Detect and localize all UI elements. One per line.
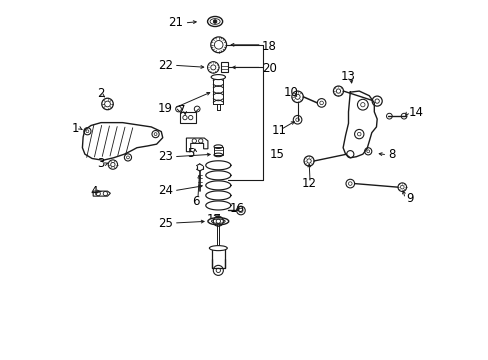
- Text: 22: 22: [158, 59, 172, 72]
- Text: 11: 11: [271, 124, 286, 137]
- Text: 12: 12: [301, 177, 316, 190]
- Bar: [180, 112, 195, 123]
- Text: 16: 16: [229, 202, 244, 215]
- Text: 20: 20: [261, 62, 276, 75]
- Text: 14: 14: [408, 106, 423, 119]
- Text: 9: 9: [405, 192, 412, 205]
- Ellipse shape: [207, 17, 222, 27]
- Bar: [211, 248, 224, 268]
- Text: 18: 18: [261, 40, 276, 53]
- Text: 7: 7: [178, 104, 185, 117]
- Text: 6: 6: [192, 195, 200, 208]
- Bar: [221, 62, 227, 72]
- Text: 4: 4: [90, 185, 97, 198]
- Text: 5: 5: [186, 147, 194, 159]
- Text: 25: 25: [158, 216, 172, 230]
- Ellipse shape: [211, 75, 225, 80]
- Circle shape: [213, 20, 217, 23]
- Bar: [214, 147, 222, 155]
- Ellipse shape: [207, 218, 228, 225]
- Text: 15: 15: [269, 148, 284, 161]
- Text: 17: 17: [206, 213, 221, 226]
- Text: 10: 10: [283, 86, 298, 99]
- Text: 21: 21: [168, 17, 183, 30]
- Text: 24: 24: [158, 184, 172, 197]
- Text: 8: 8: [387, 148, 394, 161]
- Text: 3: 3: [97, 157, 104, 170]
- Text: 23: 23: [158, 150, 172, 163]
- Ellipse shape: [209, 246, 227, 251]
- Text: 1: 1: [71, 122, 79, 135]
- Text: 19: 19: [158, 102, 172, 115]
- Text: 13: 13: [340, 69, 355, 82]
- Text: 2: 2: [97, 87, 104, 100]
